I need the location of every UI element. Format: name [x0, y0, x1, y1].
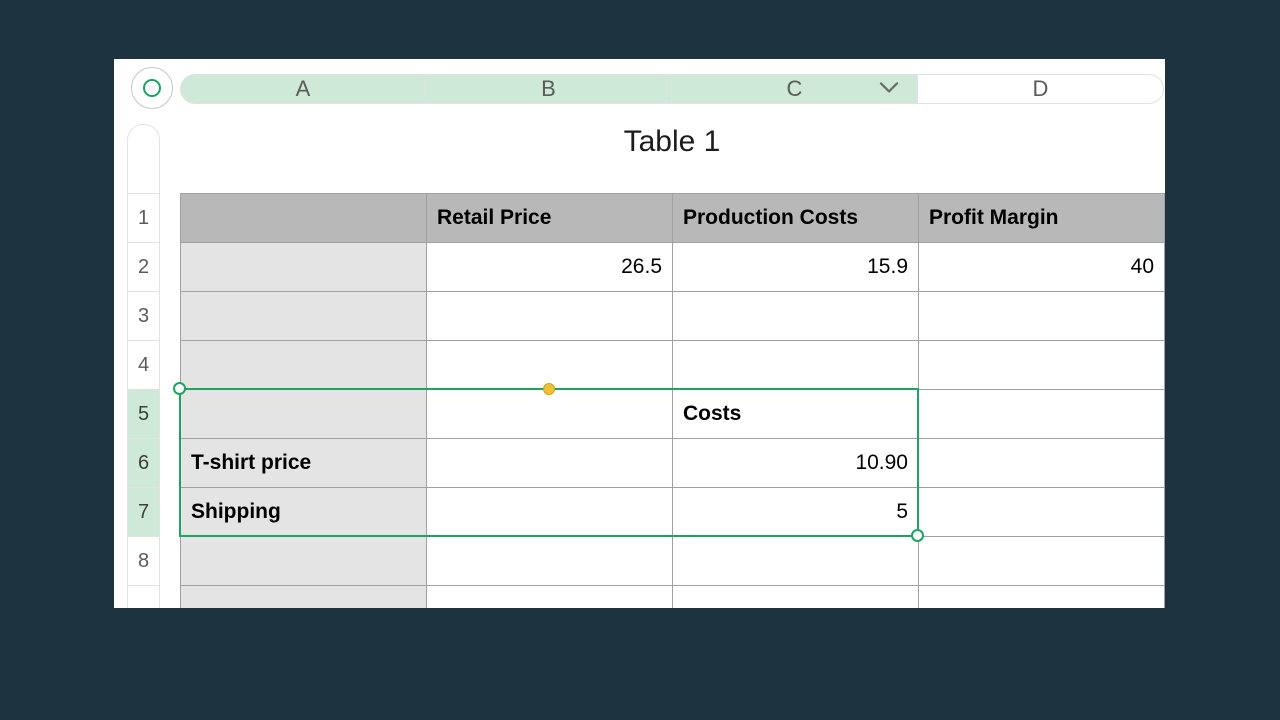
cell[interactable]: 10.90 [673, 439, 919, 488]
cell[interactable] [181, 341, 427, 390]
column-header-label: C [787, 76, 803, 102]
cell[interactable] [427, 586, 673, 609]
column-headers: A B C D [180, 74, 1164, 104]
cell[interactable]: 40 [919, 243, 1165, 292]
column-header-A[interactable]: A [180, 74, 426, 104]
cell[interactable] [673, 586, 919, 609]
cell[interactable]: Costs [673, 390, 919, 439]
cell[interactable] [919, 488, 1165, 537]
header-cell[interactable]: Production Costs [673, 194, 919, 243]
row-header-spacer [128, 125, 159, 194]
column-header-label: A [296, 76, 311, 102]
cell[interactable] [181, 243, 427, 292]
cell[interactable]: Shipping [181, 488, 427, 537]
cell[interactable] [673, 537, 919, 586]
cell[interactable]: 26.5 [427, 243, 673, 292]
row-header-2[interactable]: 2 [128, 243, 159, 292]
cell[interactable] [919, 537, 1165, 586]
cell[interactable] [673, 341, 919, 390]
selection-handle-bottom-right[interactable] [911, 529, 924, 542]
header-cell[interactable] [181, 194, 427, 243]
row-header-8[interactable]: 8 [128, 537, 159, 586]
cell[interactable] [919, 292, 1165, 341]
column-header-B[interactable]: B [426, 74, 672, 104]
row-header-3[interactable]: 3 [128, 292, 159, 341]
header-cell[interactable]: Retail Price [427, 194, 673, 243]
cell[interactable] [427, 488, 673, 537]
cell[interactable] [181, 586, 427, 609]
cell[interactable] [427, 390, 673, 439]
column-resize-handle[interactable] [543, 383, 555, 395]
cell[interactable] [919, 586, 1165, 609]
column-header-label: B [541, 76, 556, 102]
row-header-4[interactable]: 4 [128, 341, 159, 390]
row-header-7[interactable]: 7 [128, 488, 159, 537]
select-all-button[interactable] [131, 67, 173, 109]
column-header-C[interactable]: C [672, 74, 918, 104]
cell[interactable] [181, 292, 427, 341]
selection-handle-top-left[interactable] [173, 382, 186, 395]
cell[interactable]: 15.9 [673, 243, 919, 292]
cell[interactable] [181, 537, 427, 586]
cell[interactable]: T-shirt price [181, 439, 427, 488]
header-cell[interactable]: Profit Margin [919, 194, 1165, 243]
row-header-1[interactable]: 1 [128, 194, 159, 243]
cell[interactable] [919, 439, 1165, 488]
cell[interactable] [427, 292, 673, 341]
table-title[interactable]: Table 1 [180, 125, 1164, 159]
cell[interactable] [673, 292, 919, 341]
row-header-6[interactable]: 6 [128, 439, 159, 488]
row-headers: 1 2 3 4 5 6 7 8 [127, 124, 160, 608]
cell[interactable]: 5 [673, 488, 919, 537]
spreadsheet-grid: Retail PriceProduction CostsProfit Margi… [180, 193, 1164, 608]
column-header-label: D [1033, 76, 1049, 102]
cell[interactable] [427, 537, 673, 586]
cell[interactable] [919, 341, 1165, 390]
circle-icon [143, 79, 161, 97]
cell[interactable] [427, 439, 673, 488]
chevron-down-icon[interactable] [879, 77, 899, 98]
spreadsheet-window: A B C D 1 2 3 4 5 6 7 8 Table 1 Retail P… [114, 59, 1165, 608]
cell[interactable] [919, 390, 1165, 439]
row-header-5[interactable]: 5 [128, 390, 159, 439]
column-header-D[interactable]: D [918, 74, 1164, 104]
cell[interactable] [181, 390, 427, 439]
